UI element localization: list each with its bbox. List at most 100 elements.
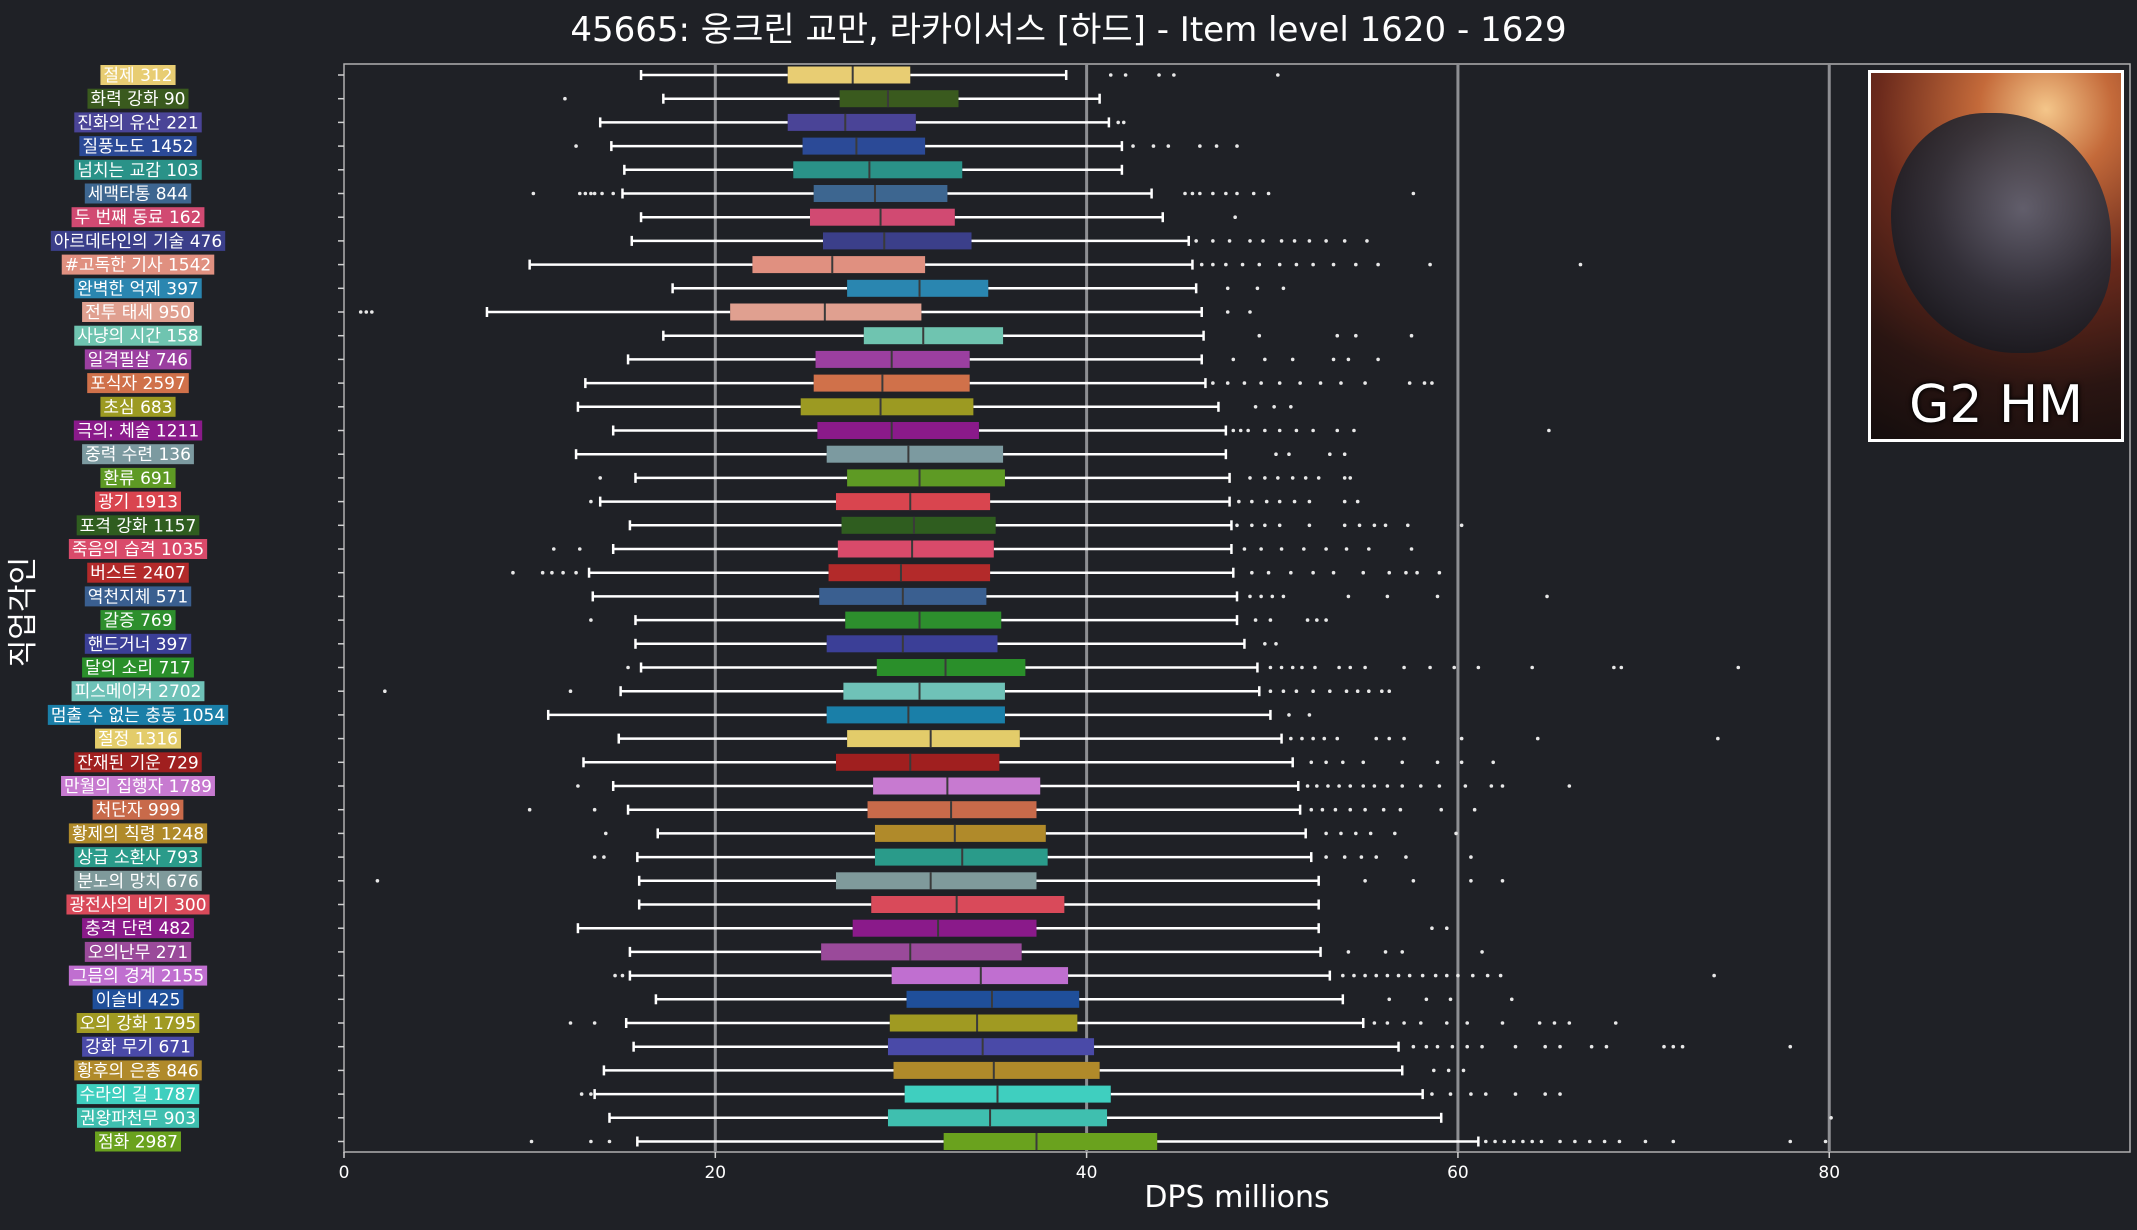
outlier-point bbox=[1428, 262, 1432, 267]
outlier-point bbox=[1367, 547, 1371, 551]
category-label: 죽음의 습격 1035 bbox=[68, 539, 208, 560]
outlier-point bbox=[1225, 381, 1230, 385]
outlier-point bbox=[1342, 855, 1347, 859]
category-label-bg bbox=[82, 302, 194, 322]
outlier-point bbox=[1121, 120, 1126, 125]
outlier-point bbox=[1211, 381, 1215, 385]
iqr-box bbox=[793, 161, 963, 179]
outlier-point bbox=[1279, 547, 1284, 551]
outlier-point bbox=[1363, 879, 1367, 883]
outlier-point bbox=[1509, 997, 1514, 1002]
category-label-text: 점화 2987 bbox=[98, 1133, 178, 1153]
iqr-box bbox=[813, 185, 948, 202]
outlier-point bbox=[613, 973, 617, 978]
category-label-bg bbox=[50, 230, 226, 251]
category-label: 강화 무기 671 bbox=[82, 1036, 194, 1058]
outlier-point bbox=[1263, 476, 1267, 480]
category-label-text: 환류 691 bbox=[103, 469, 172, 489]
outlier-point bbox=[1259, 547, 1263, 551]
outlier-point bbox=[1409, 333, 1414, 338]
outlier-point bbox=[1357, 523, 1362, 528]
outlier-point bbox=[1259, 594, 1263, 599]
category-label-bg bbox=[82, 444, 194, 465]
outlier-point bbox=[1461, 1068, 1466, 1073]
category-label: 사냥의 시간 158 bbox=[74, 325, 202, 347]
outlier-point bbox=[1194, 239, 1198, 243]
outlier-point bbox=[1253, 618, 1258, 622]
outlier-point bbox=[1272, 405, 1276, 409]
category-label-bg bbox=[82, 1036, 194, 1057]
outlier-point bbox=[1246, 428, 1250, 433]
outlier-point bbox=[1311, 570, 1315, 575]
outlier-point bbox=[1547, 428, 1551, 433]
outlier-point bbox=[1500, 784, 1505, 788]
outlier-point bbox=[1662, 1044, 1666, 1049]
outlier-point bbox=[1331, 357, 1336, 362]
outlier-point bbox=[1238, 428, 1243, 433]
outlier-point bbox=[1372, 523, 1377, 528]
outlier-point bbox=[1578, 262, 1583, 267]
outlier-point bbox=[1558, 1139, 1562, 1144]
outlier-point bbox=[1393, 831, 1397, 836]
outlier-point bbox=[1604, 1044, 1609, 1049]
category-label: 잔재된 기운 729 bbox=[74, 752, 202, 773]
outlier-point bbox=[1108, 73, 1113, 77]
outlier-point bbox=[1307, 713, 1312, 717]
iqr-box bbox=[826, 635, 998, 653]
outlier-point bbox=[561, 570, 565, 575]
category-label: 광전사의 비기 300 bbox=[66, 894, 210, 916]
outlier-point bbox=[1545, 594, 1549, 599]
category-label: 황후의 은총 846 bbox=[74, 1060, 202, 1081]
outlier-point bbox=[1435, 760, 1440, 765]
category-label: 오의 강화 1795 bbox=[76, 1013, 200, 1034]
outlier-point bbox=[511, 570, 515, 575]
outlier-point bbox=[1346, 950, 1351, 954]
outlier-point bbox=[1372, 784, 1377, 788]
category-label: 두 번째 동료 162 bbox=[71, 207, 205, 228]
outlier-point bbox=[1342, 239, 1347, 243]
category-label-bg bbox=[79, 136, 197, 157]
iqr-box bbox=[943, 1133, 1158, 1150]
outlier-point bbox=[1211, 191, 1215, 196]
outlier-point bbox=[1268, 665, 1273, 670]
outlier-point bbox=[1435, 1044, 1440, 1049]
outlier-point bbox=[1411, 879, 1416, 883]
outlier-point bbox=[529, 1139, 534, 1144]
outlier-point bbox=[1240, 262, 1245, 267]
category-label-text: 질풍노도 1452 bbox=[82, 137, 193, 157]
outlier-point bbox=[551, 547, 556, 551]
outlier-point bbox=[1543, 1044, 1547, 1049]
iqr-box bbox=[821, 943, 1022, 961]
outlier-point bbox=[1437, 784, 1442, 788]
outlier-point bbox=[1372, 1021, 1377, 1025]
outlier-point bbox=[1736, 665, 1741, 670]
iqr-box bbox=[841, 516, 996, 534]
category-label-text: 광기 1913 bbox=[98, 493, 178, 513]
chart-title: 45665: 웅크린 교만, 라카이서스 [하드] - Item level 1… bbox=[570, 10, 1567, 50]
outlier-point bbox=[1263, 642, 1267, 646]
outlier-point bbox=[1367, 689, 1371, 693]
outlier-point bbox=[1233, 215, 1237, 219]
outlier-point bbox=[1263, 523, 1267, 528]
iqr-box bbox=[874, 824, 1046, 842]
outlier-point bbox=[1465, 1021, 1470, 1025]
outlier-point bbox=[1400, 950, 1405, 954]
category-label-text: #고독한 기사 1542 bbox=[65, 256, 212, 276]
outlier-point bbox=[1290, 665, 1295, 670]
category-label-bg bbox=[74, 752, 202, 773]
outlier-point bbox=[1346, 357, 1351, 362]
outlier-point bbox=[1313, 665, 1317, 670]
category-label-text: 오의 강화 1795 bbox=[80, 1014, 197, 1034]
outlier-point bbox=[1491, 760, 1496, 765]
outlier-point bbox=[1355, 689, 1360, 693]
outlier-point bbox=[1502, 1139, 1507, 1144]
outlier-point bbox=[1257, 333, 1262, 338]
difficulty-badge: G2 HM bbox=[1909, 375, 2083, 435]
category-label: 오의난무 271 bbox=[84, 941, 192, 963]
outlier-point bbox=[1558, 1044, 1562, 1049]
category-label: 갈증 769 bbox=[100, 610, 176, 631]
category-label-text: 넘치는 교감 103 bbox=[77, 161, 198, 181]
outlier-point bbox=[1300, 736, 1304, 741]
outlier-point bbox=[1198, 144, 1202, 148]
